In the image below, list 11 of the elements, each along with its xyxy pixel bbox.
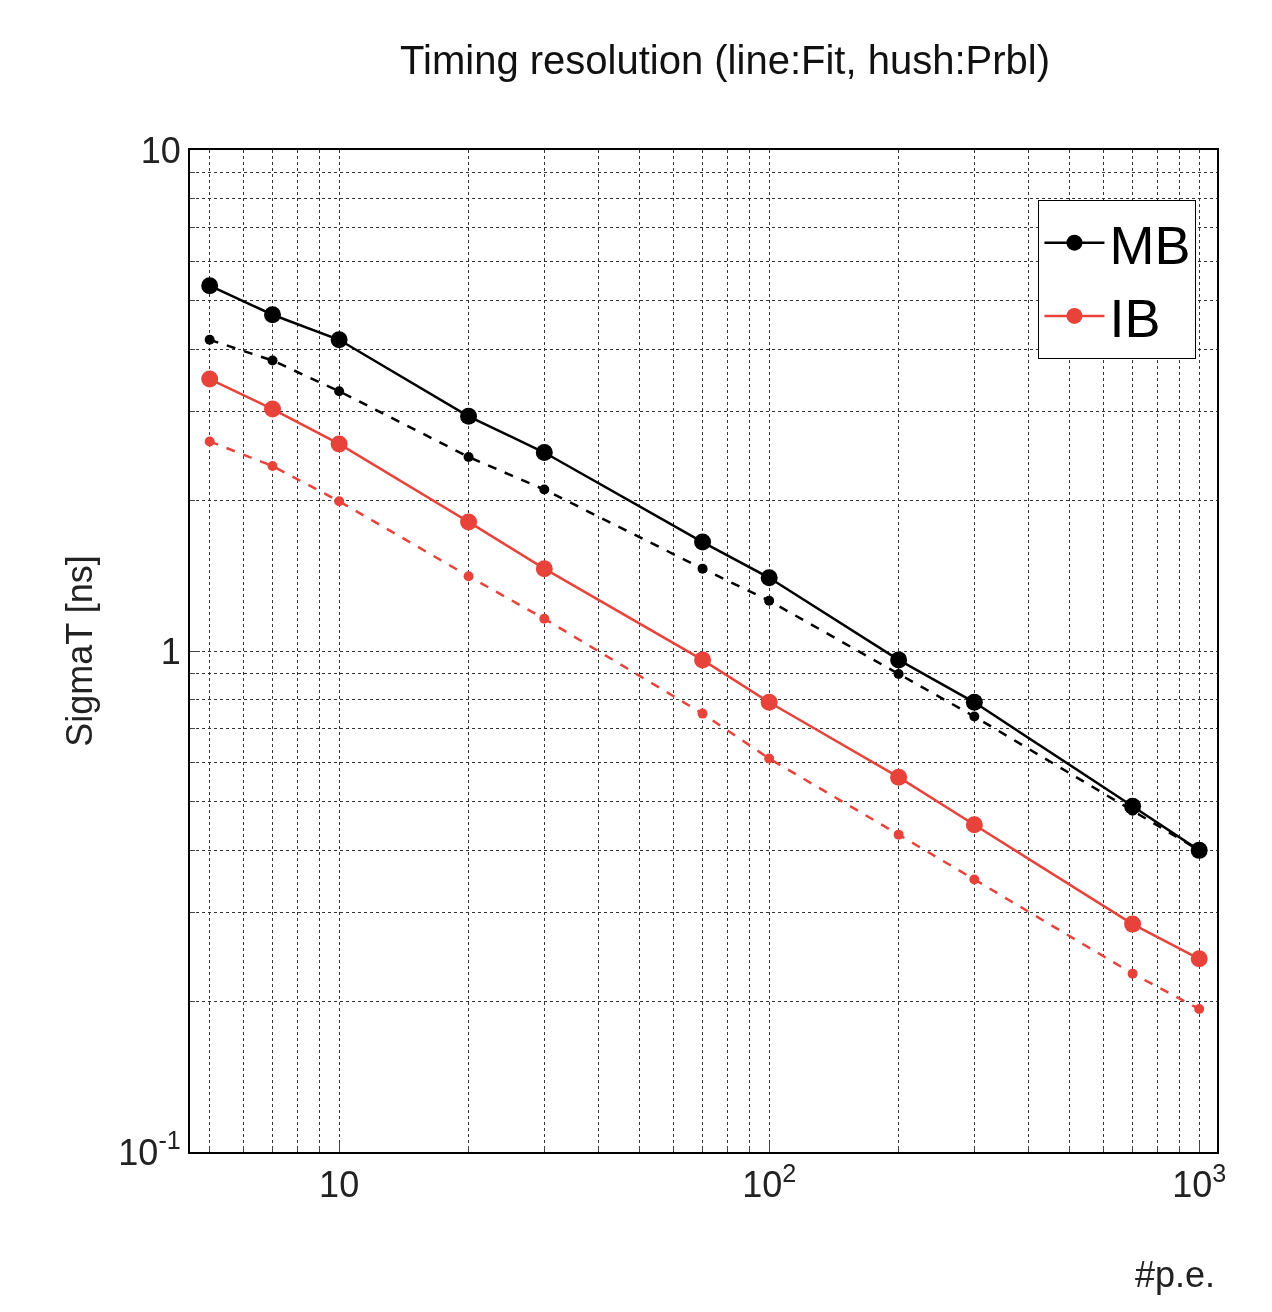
legend-label: MB (1109, 214, 1191, 275)
x-axis-title: #p.e. (1135, 1254, 1216, 1295)
legend-label: IB (1109, 287, 1161, 348)
chart-title: Timing resolution (line:Fit, hush:Prbl) (400, 37, 1050, 82)
x-tick-label: 10 (319, 1164, 360, 1206)
y-axis-title: SigmaT [ns] (58, 555, 100, 747)
y-tick-label: 10$^{-1}$ (118, 1126, 181, 1173)
y-tick-label: 10 (140, 129, 181, 171)
x-tick-label: 10$^{3}$ (1172, 1159, 1227, 1206)
x-tick-label: 10$^{2}$ (742, 1159, 797, 1206)
y-tick-label: 1 (160, 630, 181, 672)
